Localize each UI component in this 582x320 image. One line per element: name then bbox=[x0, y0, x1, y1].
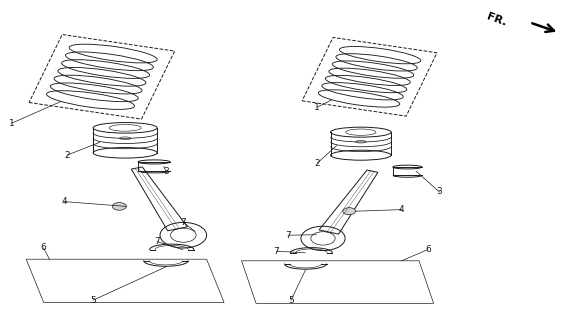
Text: 7: 7 bbox=[274, 247, 279, 256]
Text: 5: 5 bbox=[288, 296, 294, 305]
Circle shape bbox=[343, 208, 356, 215]
Text: 4: 4 bbox=[399, 205, 404, 214]
Circle shape bbox=[112, 203, 126, 210]
Text: 7: 7 bbox=[154, 237, 160, 246]
Text: 1: 1 bbox=[9, 119, 15, 128]
Text: 2: 2 bbox=[64, 151, 70, 160]
Text: 6: 6 bbox=[41, 244, 47, 252]
Text: 6: 6 bbox=[425, 245, 431, 254]
Text: FR.: FR. bbox=[485, 11, 508, 28]
Text: 7: 7 bbox=[180, 218, 186, 227]
Text: 3: 3 bbox=[436, 188, 442, 196]
Text: 1: 1 bbox=[314, 103, 320, 112]
Text: 4: 4 bbox=[61, 197, 67, 206]
Text: 3: 3 bbox=[163, 167, 169, 176]
Text: 7: 7 bbox=[285, 231, 291, 240]
Text: 5: 5 bbox=[90, 296, 96, 305]
Text: 2: 2 bbox=[314, 159, 320, 168]
